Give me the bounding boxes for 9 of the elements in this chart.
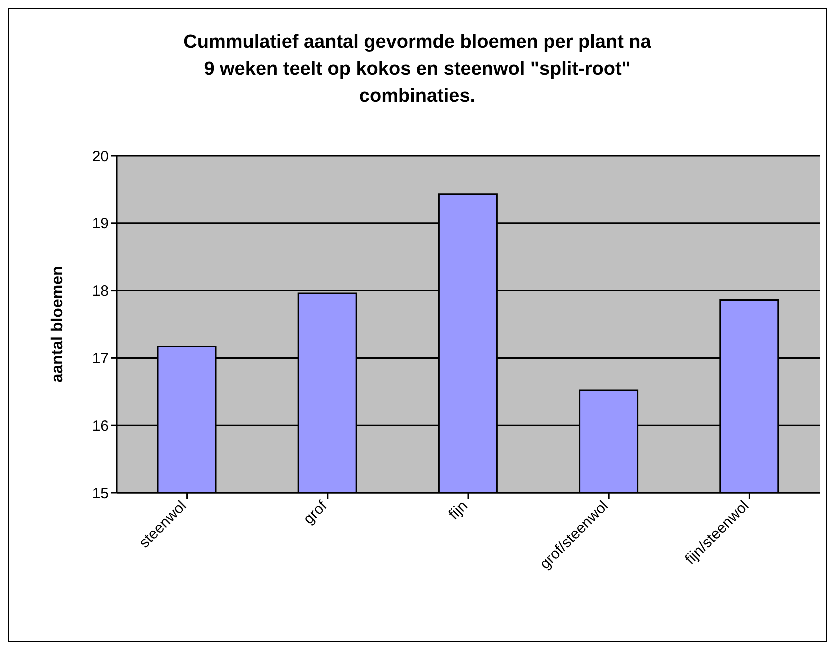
chart-title: Cummulatief aantal gevormde bloemen per plant na 9 weken teelt op kokos en steenwol "split-root" combinaties. [182,31,652,109]
y-axis-title: aantal bloemen [50,266,67,383]
x-tick-label: fijn [446,498,472,524]
y-tick-label: 18 [92,283,109,300]
y-tick-label: 15 [92,485,109,502]
y-tick-label: 16 [92,418,109,435]
y-tick-label: 17 [92,350,109,368]
y-tick-label: 19 [92,216,109,233]
y-tick-label: 20 [92,148,109,166]
